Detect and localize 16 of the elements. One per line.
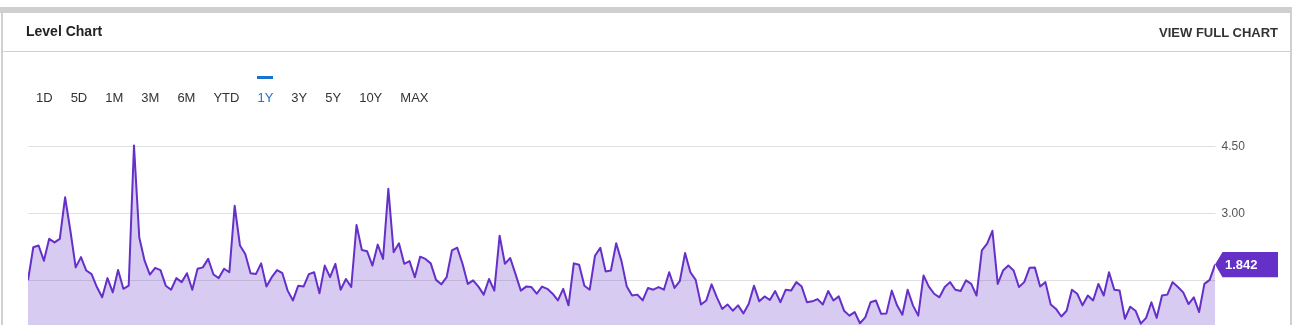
annotation: 5D (70, 90, 88, 105)
annotation: 6M (177, 90, 196, 105)
annotation: YTD (213, 90, 240, 105)
text: 1.842 (1225, 256, 1258, 272)
annotation: 3Y (291, 90, 308, 105)
annotation: 1M (105, 90, 124, 105)
chart-title: Level Chart (26, 23, 103, 39)
annotation: 1Y (257, 90, 274, 105)
y-tick-label: 3.00 (1221, 206, 1246, 221)
annotation: 10Y (359, 90, 383, 105)
annotation: 1D (36, 90, 53, 105)
y-tick-label: 4.50 (1221, 139, 1246, 154)
annotation: MAX (400, 90, 429, 105)
annotation: 5Y (325, 90, 342, 105)
text: VIEW FULL CHART (1159, 25, 1278, 40)
annotation: 3M (141, 90, 160, 105)
